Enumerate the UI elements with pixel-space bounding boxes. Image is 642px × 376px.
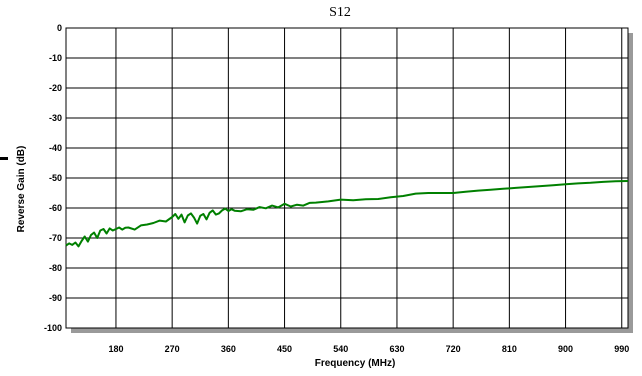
y-tick-label: -30 xyxy=(49,113,62,123)
y-tick-label: -60 xyxy=(49,203,62,213)
y-tick-label: -40 xyxy=(49,143,62,153)
y-tick-label: -50 xyxy=(49,173,62,183)
series-line xyxy=(65,180,629,248)
y-tick-label: -70 xyxy=(49,233,62,243)
x-tick-label: 990 xyxy=(614,344,629,354)
x-tick-label: 360 xyxy=(221,344,236,354)
y-tick-label: -90 xyxy=(49,293,62,303)
x-tick-label: 810 xyxy=(502,344,517,354)
x-tick-label: 180 xyxy=(108,344,123,354)
x-tick-label: 630 xyxy=(389,344,404,354)
x-tick-labels: 180 270 360 450 540 630 720 810 900 990 xyxy=(108,344,629,354)
y-tick-label: 0 xyxy=(57,23,62,33)
chart-title: S12 xyxy=(329,5,351,20)
grid-lines xyxy=(66,27,628,329)
y-tick-labels: 0 -10 -20 -30 -40 -50 -60 -70 -80 -90 -100 xyxy=(44,23,62,333)
x-tick-label: 900 xyxy=(558,344,573,354)
edge-mark xyxy=(0,157,8,160)
y-tick-label: -100 xyxy=(44,323,62,333)
y-tick-label: -10 xyxy=(49,53,62,63)
x-tick-label: 540 xyxy=(333,344,348,354)
x-axis-title: Frequency (MHz) xyxy=(315,358,396,369)
x-tick-label: 720 xyxy=(446,344,461,354)
y-axis-title: Reverse Gain (dB) xyxy=(16,146,27,233)
x-tick-label: 270 xyxy=(165,344,180,354)
y-tick-label: -80 xyxy=(49,263,62,273)
series-group xyxy=(65,180,629,248)
y-tick-label: -20 xyxy=(49,83,62,93)
x-tick-label: 450 xyxy=(277,344,292,354)
